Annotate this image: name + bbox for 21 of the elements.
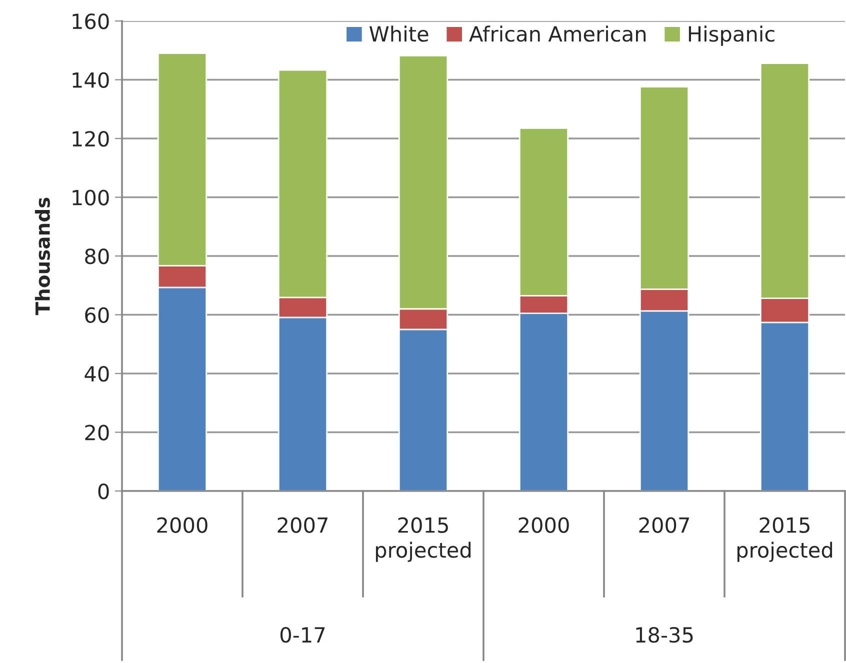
y-tick-label: 140: [72, 72, 109, 88]
y-tick-label: 160: [72, 13, 109, 30]
text: 18-35: [636, 626, 693, 643]
y-axis-title: Thousands: [34, 198, 50, 316]
text: 0-17: [280, 626, 325, 643]
y-tick-label: 100: [72, 190, 109, 206]
x-tick-label: 2007: [639, 517, 689, 533]
legend-label: Hispanic: [688, 26, 774, 46]
y-tick-label: 80: [85, 248, 109, 264]
x-tick-label: 2015 projected: [737, 517, 832, 562]
x-tick-label: 2000: [157, 517, 208, 533]
x-tick-label: 2000: [518, 517, 569, 533]
x-tick-label: 2007: [278, 517, 328, 533]
y-tick-label: 120: [72, 130, 109, 147]
y-tick-label: 60: [85, 307, 109, 323]
legend-label: White: [369, 26, 428, 42]
x-tick-label: 2015 projected: [376, 517, 471, 562]
y-tick-label: 0: [98, 483, 109, 500]
legend-label: African American: [469, 26, 646, 42]
y-tick-label: 20: [85, 424, 109, 440]
y-tick-label: 40: [84, 366, 109, 382]
